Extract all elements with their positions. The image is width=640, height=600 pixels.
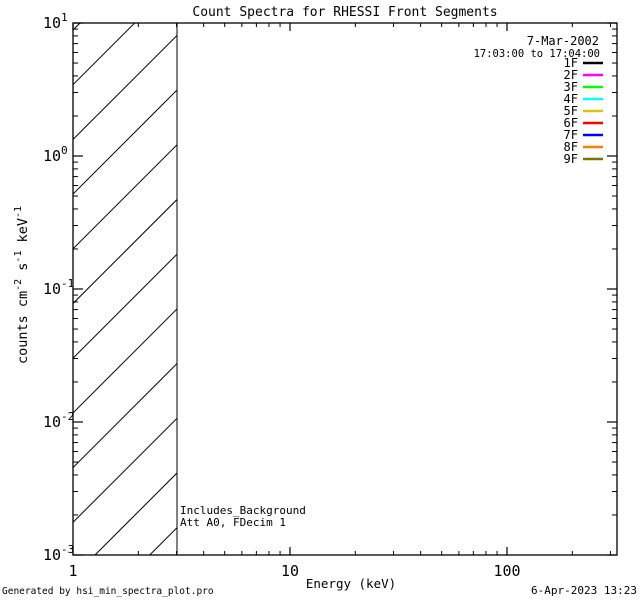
legend-item-label-5F: 5F — [564, 104, 578, 118]
y-tick-exponent: -2 — [61, 410, 74, 423]
generated-datetime: 6-Apr-2023 13:23 — [531, 584, 637, 597]
legend-item-label-2F: 2F — [564, 68, 578, 82]
legend-item-label-7F: 7F — [564, 128, 578, 142]
y-tick-exponent: -3 — [61, 543, 74, 556]
legend-item-label-1F: 1F — [564, 56, 578, 70]
y-tick-label: 10 — [43, 546, 61, 564]
hatch-line — [73, 417, 177, 524]
legend-item-label-4F: 4F — [564, 92, 578, 106]
observation-date: 7-Mar-2002 — [527, 34, 599, 48]
y-tick-label: 10 — [43, 280, 61, 298]
hatch-line — [73, 198, 177, 305]
plot-frame — [72, 22, 618, 556]
chart-title: Count Spectra for RHESSI Front Segments — [192, 5, 497, 20]
hatch-line — [73, 34, 177, 141]
background-note: Includes_Background — [180, 504, 306, 517]
y-tick-label: 10 — [43, 413, 61, 431]
credit-text: Generated by hsi_min_spectra_plot.pro — [2, 586, 214, 597]
legend-item-label-8F: 8F — [564, 140, 578, 154]
y-tick-exponent: 1 — [61, 11, 68, 24]
y-axis-label: counts cm-2 s-1 keV-1 — [13, 206, 31, 364]
x-axis-label: Energy (keV) — [306, 576, 396, 591]
legend-item-label-6F: 6F — [564, 116, 578, 130]
time-interval: 17:03:00 to 17:04:00 — [474, 48, 600, 60]
y-tick-exponent: 0 — [61, 144, 68, 157]
x-tick-label: 100 — [493, 562, 520, 580]
hatch-line — [94, 472, 177, 555]
x-tick-label: 1 — [68, 562, 77, 580]
hatch-line — [73, 253, 177, 359]
y-tick-exponent: -1 — [61, 277, 74, 290]
x-tick-label: 10 — [281, 562, 299, 580]
y-axis-label-group: counts cm-2 s-1 keV-1 — [13, 206, 31, 364]
y-tick-label: 10 — [43, 147, 61, 165]
attenuator-note: Att A0, FDecim 1 — [180, 516, 286, 529]
legend-item-label-9F: 9F — [564, 152, 578, 166]
hatch-line — [73, 89, 177, 195]
legend-item-label-3F: 3F — [564, 80, 578, 94]
y-tick-label: 10 — [43, 14, 61, 32]
